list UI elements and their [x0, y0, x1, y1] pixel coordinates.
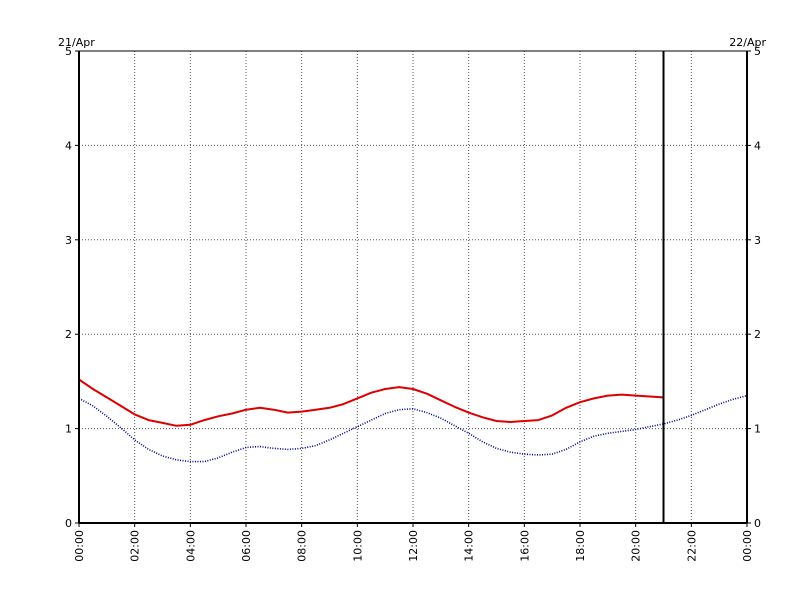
observed-tide-line [78, 378, 664, 427]
x-tick-label: 06:00 [240, 530, 253, 562]
y-tick-label-left: 0 [65, 517, 72, 530]
y-tick-label-right: 3 [754, 234, 761, 247]
x-tick-label: 14:00 [463, 530, 476, 562]
predicted-tide-line [78, 394, 748, 463]
x-tick-label: 08:00 [296, 530, 309, 562]
y-tick-label-left: 2 [65, 328, 72, 341]
x-tick-label: 00:00 [73, 530, 86, 562]
y-tick-labels: 0 0 1 1 2 2 3 3 4 4 5 5 [65, 45, 761, 530]
y-tick-label-left: 4 [65, 139, 72, 152]
x-tick-label: 16:00 [518, 530, 531, 562]
y-tick-label-right: 1 [754, 423, 761, 436]
y-tick-label-left: 5 [65, 45, 72, 58]
y-tick-label-left: 3 [65, 234, 72, 247]
series-lines [78, 378, 748, 463]
y-tick-label-left: 1 [65, 423, 72, 436]
x-tick-label: 10:00 [351, 530, 364, 562]
x-tick-label: 00:00 [741, 530, 754, 562]
x-tick-labels: 00:00 02:00 04:00 06:00 08:00 10:00 12:00 14:00… [73, 530, 754, 562]
x-tick-label: 02:00 [129, 530, 142, 562]
x-tick-label: 20:00 [630, 530, 643, 562]
y-tick-label-right: 0 [754, 517, 761, 530]
y-tick-label-right: 4 [754, 139, 761, 152]
date-label-left: 21/Apr [58, 36, 95, 49]
grid-lines [79, 51, 747, 523]
x-tick-label: 04:00 [184, 530, 197, 562]
x-tick-label: 22:00 [685, 530, 698, 562]
y-tick-label-right: 5 [754, 45, 761, 58]
date-label-right: 22/Apr [729, 36, 766, 49]
x-tick-label: 18:00 [574, 530, 587, 562]
y-tick-label-right: 2 [754, 328, 761, 341]
plot-frame [75, 50, 751, 527]
x-tick-label: 12:00 [407, 530, 420, 562]
